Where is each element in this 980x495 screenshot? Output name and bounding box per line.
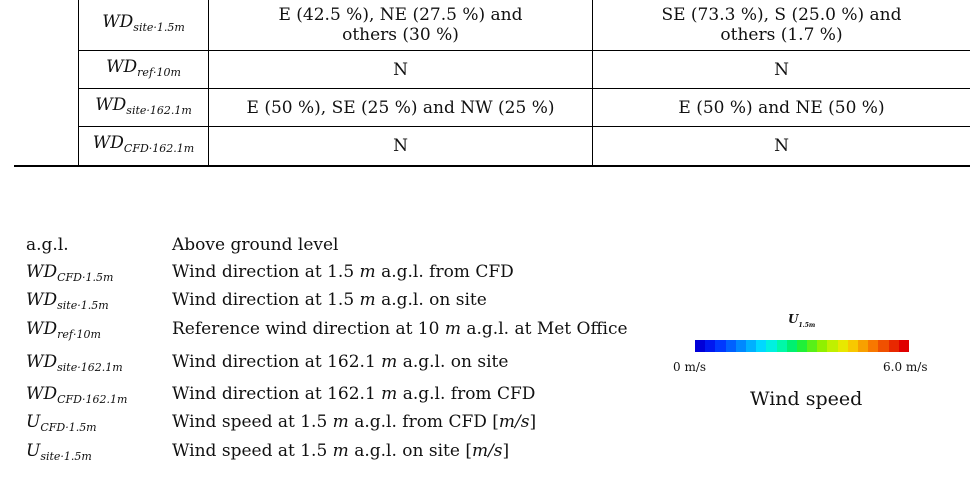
colorbar-max-label: 6.0 m/s	[883, 360, 928, 374]
table-col-divider-2	[592, 0, 593, 166]
colorbar-segment	[766, 340, 777, 352]
glossary-symbol: WDCFD·162.1m	[26, 384, 128, 406]
glossary-symbol: Usite·1.5m	[26, 441, 92, 463]
colorbar-segment	[847, 340, 858, 352]
table-cell-col1: E (50 %), SE (25 %) and NW (25 %)	[209, 89, 592, 126]
colorbar-caption: Wind speed	[750, 388, 863, 410]
glossary-definition: Wind direction at 1.5 m a.g.l. from CFD	[172, 262, 514, 282]
table-cell-text: E (42.5 %), NE (27.5 %) and	[278, 5, 523, 25]
glossary-term: Usite·1.5m	[26, 440, 92, 468]
colorbar-segment	[817, 340, 828, 352]
table-cell-text: others (1.7 %)	[720, 25, 843, 45]
glossary-row: WDref·10m Reference wind direction at 10 …	[26, 318, 666, 342]
glossary-term: WDCFD·162.1m	[26, 383, 127, 411]
table-cell-symbol: WDCFD·162.1m	[79, 127, 208, 165]
symbol-label: WDref·10m	[106, 56, 181, 79]
table-cell-col2: SE (73.3 %), S (25.0 %) and others (1.7 %…	[593, 0, 970, 50]
colorbar-segment	[878, 340, 889, 352]
table-cell-col2: N	[593, 127, 970, 165]
glossary-row: WDCFD·162.1m Wind direction at 162.1 m a.…	[26, 383, 666, 407]
glossary-term: WDCFD·1.5m	[26, 261, 113, 289]
table-row-divider	[78, 126, 970, 127]
table-col-divider-1	[208, 0, 209, 166]
table-cell-text: N	[393, 136, 408, 156]
table-bottom-rule	[14, 165, 970, 167]
glossary-symbol: WDsite·162.1m	[26, 352, 123, 374]
colorbar-segment	[786, 340, 797, 352]
colorbar-segment	[735, 340, 746, 352]
colorbar-legend: U1.5m 0 m/s 6.0 m/s Wind speed	[660, 312, 960, 422]
table-left-border	[78, 0, 79, 166]
glossary-definition: Wind direction at 162.1 m a.g.l. from CF…	[172, 384, 536, 404]
glossary-term: UCFD·1.5m	[26, 411, 97, 439]
colorbar-segment	[756, 340, 767, 352]
colorbar-segment	[695, 340, 706, 352]
colorbar-segment	[827, 340, 838, 352]
glossary-definition: Above ground level	[172, 235, 339, 255]
glossary-row: a.g.l. Above ground level	[26, 234, 666, 258]
glossary-definition: Wind direction at 1.5 m a.g.l. on site	[172, 290, 487, 310]
table-cell-col1: E (42.5 %), NE (27.5 %) and others (30 %)	[209, 0, 592, 50]
table-cell-symbol: WDsite·1.5m	[79, 0, 208, 50]
colorbar-min-label: 0 m/s	[673, 360, 707, 374]
table-row-divider	[78, 50, 970, 51]
table-cell-col2: N	[593, 51, 970, 88]
glossary-term: WDref·10m	[26, 318, 101, 346]
colorbar-segment	[776, 340, 787, 352]
glossary-definition: Wind speed at 1.5 m a.g.l. from CFD [m/s…	[172, 412, 537, 432]
glossary-term: WDsite·1.5m	[26, 289, 109, 317]
glossary-row: Usite·1.5m Wind speed at 1.5 m a.g.l. on …	[26, 440, 666, 464]
glossary-row: WDsite·162.1m Wind direction at 162.1 m a…	[26, 351, 666, 375]
table-cell-text: E (50 %), SE (25 %) and NW (25 %)	[246, 97, 555, 118]
symbol-label: WDCFD·162.1m	[92, 133, 195, 155]
table-cell-text: N	[774, 59, 789, 80]
table-cell-symbol: WDref·10m	[79, 51, 208, 88]
glossary-definition: Reference wind direction at 10 m a.g.l. …	[172, 319, 628, 339]
glossary-row: WDsite·1.5m Wind direction at 1.5 m a.g.l…	[26, 289, 666, 313]
table-cell-col2: E (50 %) and NE (50 %)	[593, 89, 970, 126]
table-cell-col1: N	[209, 51, 592, 88]
colorbar-segment	[888, 340, 899, 352]
colorbar-segment	[837, 340, 848, 352]
colorbar-segment	[705, 340, 716, 352]
glossary-symbol: WDCFD·1.5m	[26, 262, 114, 284]
table-cell-text: N	[393, 59, 408, 80]
table-cell-text: N	[774, 136, 789, 156]
colorbar-segment	[858, 340, 869, 352]
colorbar-segment	[898, 340, 909, 352]
table-cell-text: SE (73.3 %), S (25.0 %) and	[661, 5, 902, 25]
table-cell-col1: N	[209, 127, 592, 165]
table-cell-text: others (30 %)	[342, 25, 459, 45]
symbol-label: WDsite·162.1m	[95, 94, 192, 117]
colorbar-segment	[745, 340, 757, 352]
glossary-symbol: WDref·10m	[26, 319, 101, 341]
glossary-definition: Wind speed at 1.5 m a.g.l. on site [m/s]	[172, 441, 510, 461]
colorbar-segment	[807, 340, 818, 352]
table-cell-symbol: WDsite·162.1m	[79, 89, 208, 126]
colorbar-symbol: U1.5m	[788, 312, 816, 329]
glossary-term: a.g.l.	[26, 235, 69, 255]
colorbar-gradient	[695, 340, 909, 352]
glossary-term: WDsite·162.1m	[26, 351, 123, 379]
colorbar-segment	[715, 340, 726, 352]
colorbar-segment	[725, 340, 736, 352]
glossary-definition: Wind direction at 162.1 m a.g.l. on site	[172, 352, 509, 372]
colorbar-segment	[796, 340, 808, 352]
glossary-row: UCFD·1.5m Wind speed at 1.5 m a.g.l. from…	[26, 411, 666, 435]
glossary-symbol: UCFD·1.5m	[26, 412, 97, 434]
table-row-divider	[78, 88, 970, 89]
glossary-symbol: WDsite·1.5m	[26, 290, 109, 312]
table-cell-text: E (50 %) and NE (50 %)	[678, 97, 885, 118]
symbol-label: WDsite·1.5m	[102, 12, 185, 34]
glossary-row: WDCFD·1.5m Wind direction at 1.5 m a.g.l.…	[26, 261, 666, 285]
colorbar-segment	[868, 340, 879, 352]
